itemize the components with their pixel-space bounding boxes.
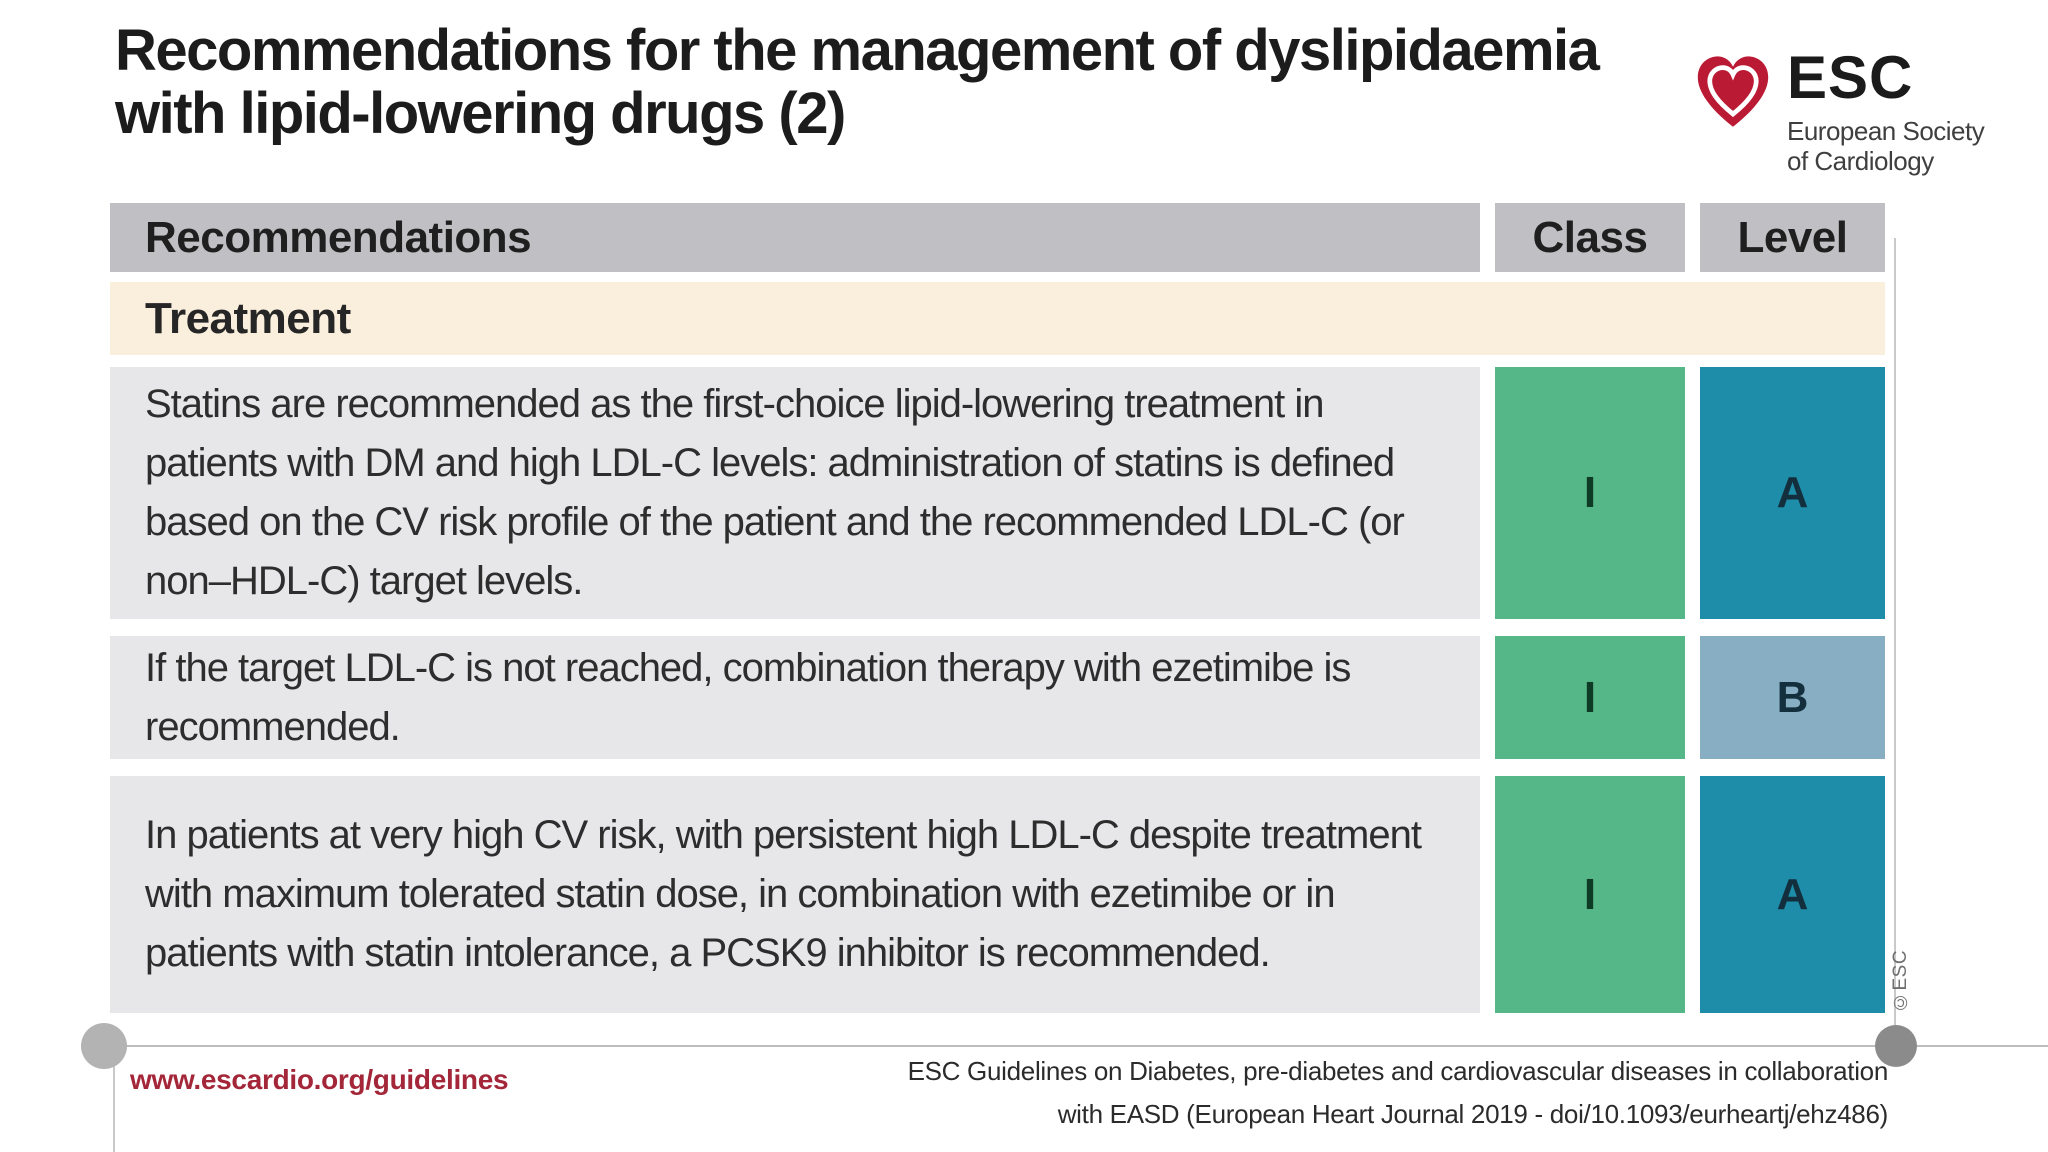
right-vertical-rule bbox=[1894, 238, 1896, 1046]
table-header-row: Recommendations Class Level bbox=[110, 203, 1885, 272]
section-title: Treatment bbox=[110, 282, 1885, 355]
footer-horizontal-rule bbox=[104, 1045, 2048, 1047]
esc-logo-text: ESC European Society of Cardiology bbox=[1787, 44, 1985, 177]
recommendation-text: In patients at very high CV risk, with p… bbox=[110, 776, 1480, 1013]
guidelines-link[interactable]: www.escardio.org/guidelines bbox=[130, 1064, 509, 1095]
class-badge: I bbox=[1495, 367, 1685, 619]
recommendation-text: Statins are recommended as the first-cho… bbox=[110, 367, 1480, 619]
recommendation-text-content: Statins are recommended as the first-cho… bbox=[145, 382, 1405, 603]
esc-logo-subtitle-line1: European Society bbox=[1787, 116, 1985, 146]
column-header-level: Level bbox=[1700, 203, 1885, 272]
table-row: If the target LDL-C is not reached, comb… bbox=[110, 636, 1885, 759]
recommendation-text-content: In patients at very high CV risk, with p… bbox=[145, 813, 1422, 975]
page-title: Recommendations for the management of dy… bbox=[115, 18, 1615, 146]
table-row: Statins are recommended as the first-cho… bbox=[110, 367, 1885, 619]
level-badge: B bbox=[1700, 636, 1885, 759]
footer-left-vertical-rule bbox=[113, 1046, 115, 1152]
column-header-class: Class bbox=[1495, 203, 1685, 272]
level-badge: A bbox=[1700, 776, 1885, 1013]
page-title-line2: with lipid-lowering drugs (2) bbox=[115, 80, 846, 146]
esc-logo-subtitle: European Society of Cardiology bbox=[1787, 116, 1985, 176]
reference-line1: ESC Guidelines on Diabetes, pre-diabetes… bbox=[907, 1056, 1889, 1086]
reference-citation: ESC Guidelines on Diabetes, pre-diabetes… bbox=[788, 1050, 1889, 1136]
footer-right-circle bbox=[1875, 1025, 1917, 1067]
recommendation-text: If the target LDL-C is not reached, comb… bbox=[110, 636, 1480, 759]
recommendation-text-content: If the target LDL-C is not reached, comb… bbox=[145, 645, 1351, 749]
column-header-recommendations: Recommendations bbox=[110, 203, 1480, 272]
reference-line2: with EASD (European Heart Journal 2019 -… bbox=[1057, 1099, 1889, 1129]
class-badge: I bbox=[1495, 776, 1685, 1013]
class-badge: I bbox=[1495, 636, 1685, 759]
esc-copyright-label: ©ESC bbox=[1890, 949, 1911, 1012]
esc-heart-icon bbox=[1697, 56, 1769, 127]
esc-logo: ESC European Society of Cardiology bbox=[1693, 44, 1985, 177]
table-section-row: Treatment bbox=[110, 282, 1885, 355]
level-badge: A bbox=[1700, 367, 1885, 619]
recommendations-table: Recommendations Class Level Treatment St… bbox=[110, 203, 1885, 1013]
esc-logo-abbr: ESC bbox=[1787, 44, 1914, 111]
table-row: In patients at very high CV risk, with p… bbox=[110, 776, 1885, 1013]
esc-logo-subtitle-line2: of Cardiology bbox=[1787, 146, 1934, 176]
page-title-line1: Recommendations for the management of dy… bbox=[115, 18, 1600, 83]
footer-left-circle bbox=[81, 1023, 127, 1069]
